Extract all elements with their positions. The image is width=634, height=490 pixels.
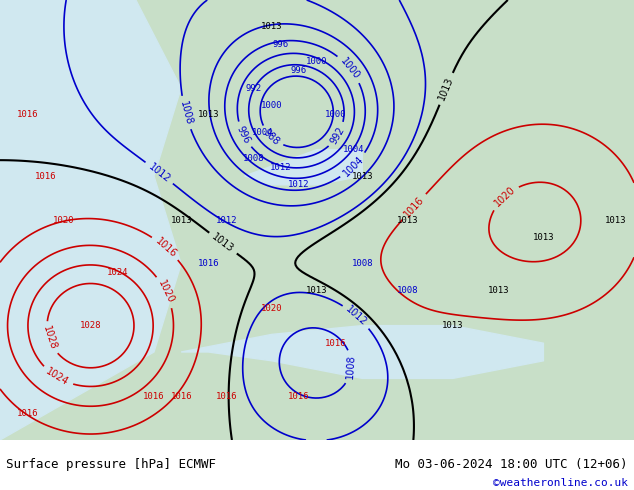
Text: 1016: 1016 [171,392,192,400]
Text: 988: 988 [261,127,281,147]
Text: 1013: 1013 [351,172,373,180]
Text: 1004: 1004 [341,154,366,178]
Text: 1020: 1020 [156,279,176,305]
Text: 1013: 1013 [306,286,328,295]
Text: 1028: 1028 [41,325,58,351]
Text: 1016: 1016 [153,236,178,260]
Text: 1016: 1016 [16,409,38,418]
Text: 1016: 1016 [198,260,219,269]
Text: 1024: 1024 [107,269,129,277]
Text: 1012: 1012 [146,161,172,184]
Text: 1013: 1013 [198,110,219,119]
Text: 996: 996 [235,124,252,146]
Text: 1016: 1016 [34,172,56,180]
Polygon shape [0,0,181,440]
Text: 1000: 1000 [338,56,361,81]
Text: 1008: 1008 [397,286,418,295]
Text: 1000: 1000 [306,57,328,66]
Text: 1013: 1013 [605,216,626,224]
Text: 996: 996 [273,40,289,49]
Text: 1020: 1020 [53,216,74,224]
Text: 1013: 1013 [442,321,463,330]
Text: Surface pressure [hPa] ECMWF: Surface pressure [hPa] ECMWF [6,458,216,470]
Polygon shape [181,325,543,378]
Text: 1012: 1012 [270,163,292,172]
Text: 1004: 1004 [252,127,273,137]
Polygon shape [245,149,362,185]
Text: 1000: 1000 [325,110,346,119]
Text: 1013: 1013 [533,233,554,242]
Text: 992: 992 [328,124,347,146]
Text: 992: 992 [245,83,262,93]
Text: 1013: 1013 [171,216,192,224]
Text: 1004: 1004 [342,145,364,154]
Text: 1012: 1012 [216,216,237,224]
Text: 1016: 1016 [216,392,237,400]
Text: Mo 03-06-2024 18:00 UTC (12+06): Mo 03-06-2024 18:00 UTC (12+06) [395,458,628,470]
Text: 1016: 1016 [288,392,309,400]
Text: 1020: 1020 [492,185,517,209]
Text: 1013: 1013 [210,232,236,255]
Text: 1013: 1013 [488,286,509,295]
Text: 1016: 1016 [16,110,38,119]
Text: 1008: 1008 [243,154,264,163]
Text: 1024: 1024 [44,367,70,388]
Text: 1016: 1016 [402,195,426,219]
Text: 1012: 1012 [344,304,369,328]
Text: 1012: 1012 [288,180,309,189]
Text: 1000: 1000 [261,101,283,110]
Text: 1013: 1013 [437,75,455,102]
Text: 1020: 1020 [261,303,283,313]
Text: 1008: 1008 [178,99,193,126]
Text: 996: 996 [291,66,307,75]
Text: 1028: 1028 [80,321,101,330]
Text: 1008: 1008 [346,354,357,380]
Text: 1008: 1008 [351,260,373,269]
Text: 1016: 1016 [325,339,346,348]
Text: 1016: 1016 [143,392,165,400]
Text: ©weatheronline.co.uk: ©weatheronline.co.uk [493,477,628,488]
Text: 1013: 1013 [261,22,283,31]
Text: 1013: 1013 [397,216,418,224]
